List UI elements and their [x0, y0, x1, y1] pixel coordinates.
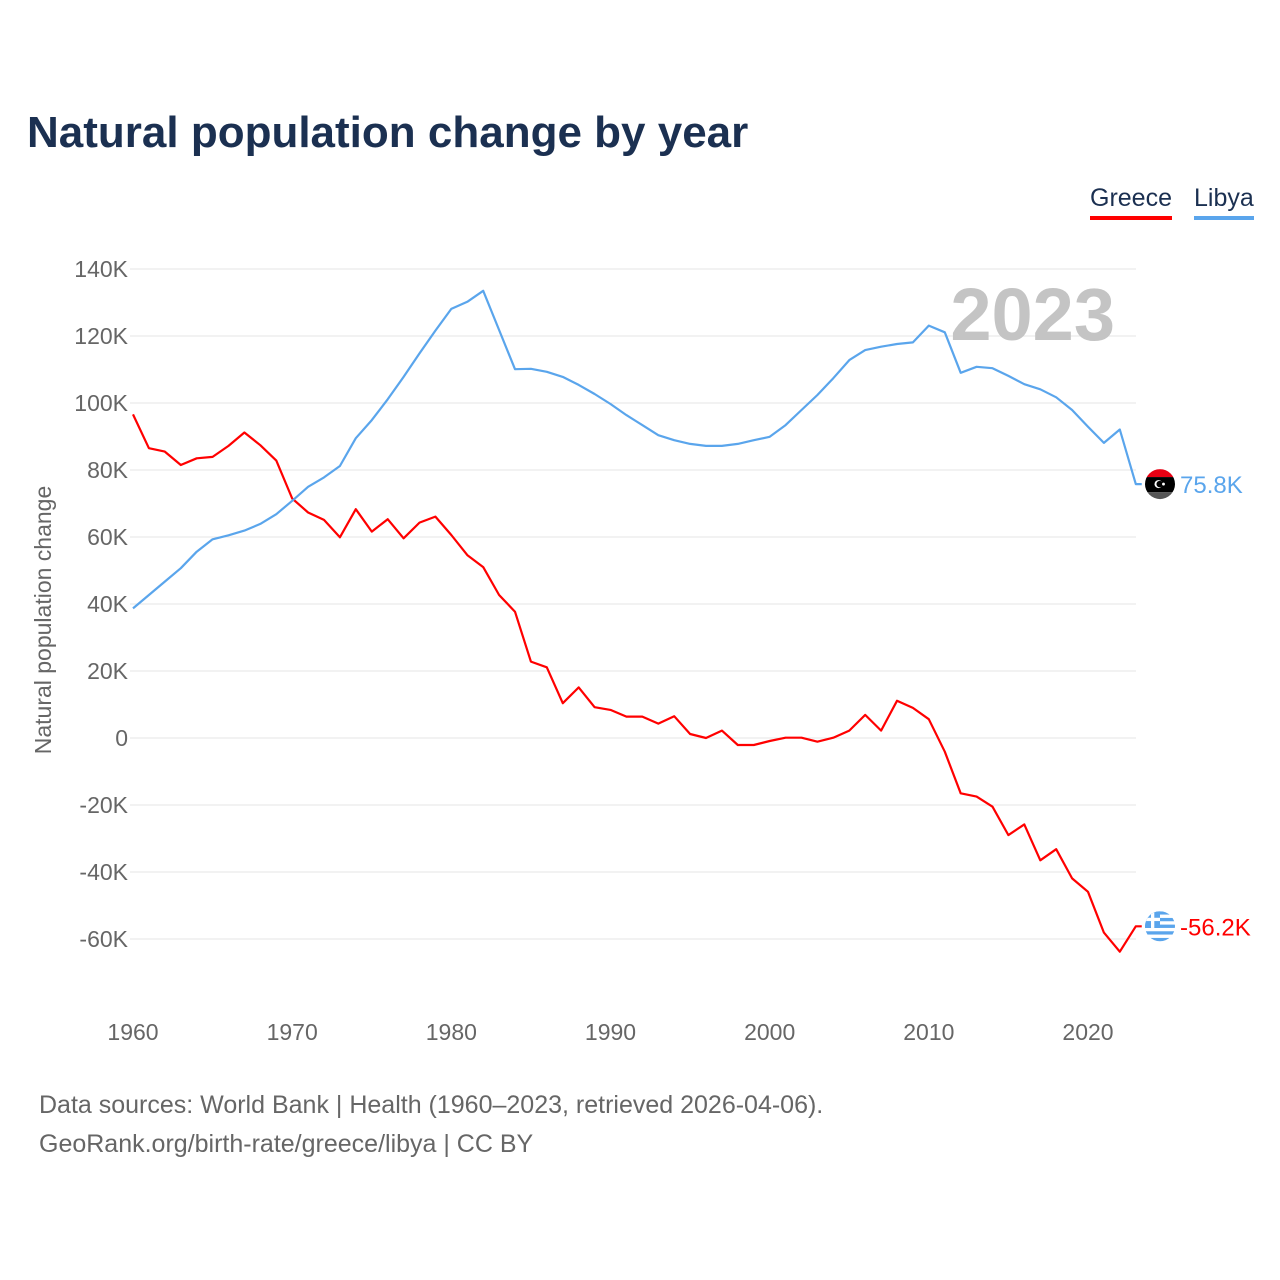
legend-item-libya[interactable]: Libya: [1194, 184, 1254, 220]
y-tick-label: 60K: [87, 524, 129, 550]
year-watermark: 2023: [950, 273, 1115, 356]
x-tick-label: 2020: [1062, 1019, 1113, 1045]
y-tick-label: 100K: [74, 390, 128, 416]
x-tick-label: 2000: [744, 1019, 795, 1045]
series-line-libya: [132, 289, 1142, 610]
libya-flag-icon: [1145, 469, 1175, 500]
y-tick-label: -40K: [79, 859, 128, 885]
x-tick-label: 1990: [585, 1019, 636, 1045]
end-value-label-greece: -56.2K: [1180, 914, 1251, 941]
x-tick-label: 1960: [107, 1019, 158, 1045]
y-axis-label: Natural population change: [30, 486, 56, 755]
greece-flag-icon: [1145, 911, 1175, 942]
y-tick-label: 120K: [74, 323, 128, 349]
x-tick-label: 1970: [267, 1019, 318, 1045]
x-axis-ticks: 1960 1970 1980 1990 2000 2010 2020: [107, 1019, 1113, 1045]
y-axis-ticks: 140K 120K 100K 80K 60K 40K 20K 0 -20K -40K -60K: [74, 256, 128, 952]
footer: Data sources: World Bank | Health (1960–…: [39, 1086, 823, 1164]
data-source-text: Data sources: World Bank | Health (1960–…: [39, 1091, 824, 1119]
y-tick-label: 20K: [87, 658, 129, 684]
legend-item-greece[interactable]: Greece: [1090, 184, 1172, 220]
y-tick-label: 0: [115, 725, 128, 751]
attribution-text: GeoRank.org/birth-rate/greece/libya | CC…: [39, 1130, 534, 1158]
end-value-label-libya: 75.8K: [1180, 472, 1243, 499]
y-tick-label: 40K: [87, 591, 129, 617]
y-tick-label: -20K: [79, 792, 128, 818]
x-tick-label: 1980: [426, 1019, 477, 1045]
y-tick-label: 140K: [74, 256, 128, 282]
x-tick-label: 2010: [903, 1019, 954, 1045]
gridlines: [130, 268, 1136, 940]
y-tick-label: -60K: [79, 926, 128, 952]
series-line-greece: [132, 413, 1142, 953]
y-tick-label: 80K: [87, 457, 129, 483]
chart-title: Natural population change by year: [27, 108, 749, 157]
